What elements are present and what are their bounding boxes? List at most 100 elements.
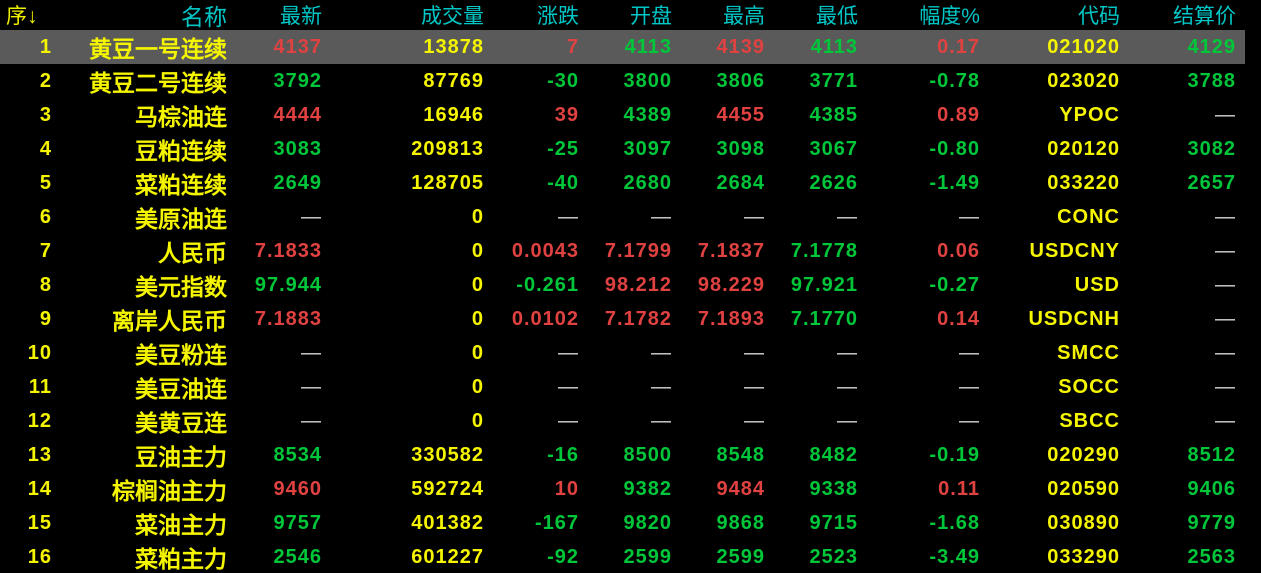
cell-code: CONC	[1057, 205, 1120, 228]
cell-settle: 3788	[1187, 69, 1236, 92]
cell-high: 2599	[716, 545, 765, 568]
cell-settle: 2563	[1187, 545, 1236, 568]
cell-name: 菜粕主力	[135, 546, 227, 572]
cell-volume: 16946	[423, 103, 484, 126]
cell-open: —	[651, 205, 672, 228]
cell-change: -0.261	[516, 273, 579, 296]
table-row[interactable]: 6 美原油连 — 0 — — — — — CONC —	[0, 200, 1245, 234]
table-row[interactable]: 9 离岸人民币 7.1883 0 0.0102 7.1782 7.1893 7.1770 0.1…	[0, 302, 1245, 336]
column-header-range[interactable]: 幅度%	[919, 5, 980, 28]
table-row[interactable]: 12 美黄豆连 — 0 — — — — — SBCC —	[0, 404, 1245, 438]
cell-latest: 3792	[273, 69, 322, 92]
cell-latest: 3083	[273, 137, 322, 160]
column-header-seq[interactable]: 序↓	[6, 5, 38, 28]
cell-settle: —	[1215, 375, 1236, 398]
cell-open: 8500	[623, 443, 672, 466]
cell-seq: 15	[27, 511, 52, 534]
cell-settle: —	[1215, 205, 1236, 228]
cell-low: 7.1770	[790, 307, 858, 330]
cell-seq: 2	[39, 69, 52, 92]
cell-latest: 97.944	[254, 273, 322, 296]
column-header-latest[interactable]: 最新	[280, 5, 322, 28]
cell-high: 8548	[716, 443, 765, 466]
cell-code: USD	[1074, 273, 1120, 296]
cell-low: 2626	[809, 171, 858, 194]
cell-volume: 13878	[423, 35, 484, 58]
table-row[interactable]: 3 马棕油连 4444 16946 39 4389 4455 4385 0.89 YPOC —	[0, 98, 1245, 132]
cell-change: —	[558, 375, 579, 398]
table-row[interactable]: 10 美豆粉连 — 0 — — — — — SMCC —	[0, 336, 1245, 370]
cell-high: 9484	[716, 477, 765, 500]
cell-high: 3098	[716, 137, 765, 160]
cell-high: —	[744, 341, 765, 364]
cell-high: 7.1893	[697, 307, 765, 330]
cell-range: 0.14	[937, 307, 980, 330]
table-row[interactable]: 4 豆粕连续 3083 209813 -25 3097 3098 3067 -0.80 02012…	[0, 132, 1245, 166]
table-row[interactable]: 2 黄豆二号连续 3792 87769 -30 3800 3806 3771 -0.78 0230…	[0, 64, 1245, 98]
cell-volume: 128705	[411, 171, 484, 194]
cell-range: -3.49	[929, 545, 980, 568]
cell-settle: 9779	[1187, 511, 1236, 534]
cell-range: -1.68	[929, 511, 980, 534]
cell-low: —	[837, 409, 858, 432]
cell-range: -1.49	[929, 171, 980, 194]
cell-range: -0.19	[929, 443, 980, 466]
cell-range: —	[959, 409, 980, 432]
cell-range: -0.27	[929, 273, 980, 296]
table-row[interactable]: 14 棕榈油主力 9460 592724 10 9382 9484 9338 0.11 02059…	[0, 472, 1245, 506]
cell-volume: 401382	[411, 511, 484, 534]
table-row[interactable]: 13 豆油主力 8534 330582 -16 8500 8548 8482 -0.19 0202…	[0, 438, 1245, 472]
cell-volume: 0	[471, 409, 484, 432]
table-row-selected[interactable]: 1 黄豆一号连续 4137 13878 7 4113 4139 4113 0.17 021020 4…	[0, 30, 1245, 64]
cell-low: 3067	[809, 137, 858, 160]
cell-open: 2599	[623, 545, 672, 568]
cell-change: —	[558, 341, 579, 364]
cell-volume: 592724	[411, 477, 484, 500]
cell-latest: —	[301, 375, 322, 398]
table-row[interactable]: 5 菜粕连续 2649 128705 -40 2680 2684 2626 -1.49 03322…	[0, 166, 1245, 200]
cell-open: 9382	[623, 477, 672, 500]
cell-high: 4139	[716, 35, 765, 58]
cell-name: 豆油主力	[135, 444, 227, 470]
cell-name: 美豆油连	[135, 376, 227, 402]
cell-change: 0.0043	[511, 239, 579, 262]
table-row[interactable]: 8 美元指数 97.944 0 -0.261 98.212 98.229 97.921 -0.2…	[0, 268, 1245, 302]
cell-code: 030890	[1047, 511, 1120, 534]
cell-low: —	[837, 205, 858, 228]
cell-high: —	[744, 409, 765, 432]
column-header-change[interactable]: 涨跌	[537, 5, 579, 28]
column-header-open[interactable]: 开盘	[630, 5, 672, 28]
cell-low: —	[837, 341, 858, 364]
cell-change: 10	[554, 477, 579, 500]
cell-open: 7.1799	[604, 239, 672, 262]
cell-volume: 209813	[411, 137, 484, 160]
cell-name: 马棕油连	[135, 104, 227, 130]
cell-code: 020590	[1047, 477, 1120, 500]
column-header-low[interactable]: 最低	[816, 5, 858, 28]
cell-low: 4113	[810, 35, 858, 58]
table-row[interactable]: 7 人民币 7.1833 0 0.0043 7.1799 7.1837 7.1778 0.06 U…	[0, 234, 1245, 268]
cell-range: —	[959, 205, 980, 228]
cell-open: 7.1782	[604, 307, 672, 330]
cell-high: 7.1837	[697, 239, 765, 262]
column-header-volume[interactable]: 成交量	[421, 5, 484, 28]
cell-latest: —	[301, 409, 322, 432]
table-row[interactable]: 15 菜油主力 9757 401382 -167 9820 9868 9715 -1.68 030…	[0, 506, 1245, 540]
cell-latest: 7.1833	[254, 239, 322, 262]
cell-high: 3806	[716, 69, 765, 92]
cell-seq: 3	[39, 103, 52, 126]
column-header-settle[interactable]: 结算价	[1173, 5, 1236, 28]
column-header-high[interactable]: 最高	[723, 5, 765, 28]
table-row[interactable]: 11 美豆油连 — 0 — — — — — SOCC —	[0, 370, 1245, 404]
column-header-name[interactable]: 名称	[181, 4, 227, 30]
cell-name: 黄豆一号连续	[89, 36, 227, 62]
cell-volume: 0	[471, 205, 484, 228]
table-row[interactable]: 16 菜粕主力 2546 601227 -92 2599 2599 2523 -3.49 0332…	[0, 540, 1245, 573]
column-header-code[interactable]: 代码	[1078, 5, 1120, 28]
cell-change: -92	[547, 545, 579, 568]
cell-name: 美豆粉连	[135, 342, 227, 368]
cell-low: 9715	[809, 511, 858, 534]
cell-open: —	[651, 341, 672, 364]
cell-change: 39	[554, 103, 579, 126]
cell-settle: 8512	[1187, 443, 1236, 466]
